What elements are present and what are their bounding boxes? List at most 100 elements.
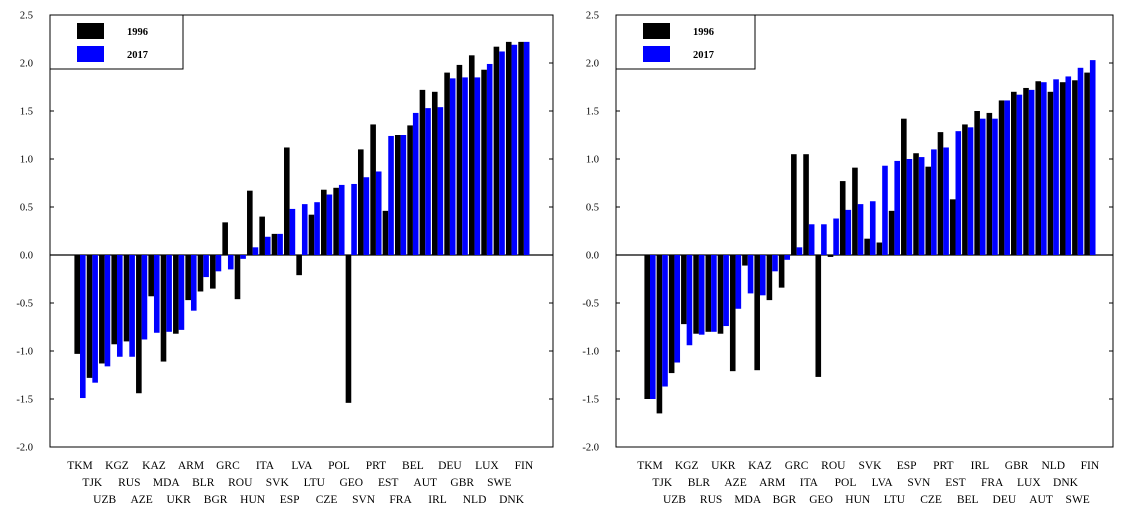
bar-2017-cze [326, 194, 333, 255]
y-tick-label: -2.0 [16, 443, 33, 454]
y-tick-label: 1.0 [20, 155, 33, 166]
x-tick-label: KGZ [105, 460, 129, 472]
legend-label-1996: 1996 [127, 27, 148, 38]
bar-2017-bel [967, 127, 974, 255]
x-tick-label: LTU [884, 494, 906, 506]
bar-2017-ukr [178, 255, 185, 330]
x-tick-label: BEL [402, 460, 424, 472]
bar-1996-est [382, 210, 389, 255]
y-tick-label: -0.5 [16, 299, 33, 310]
x-tick-label: RUS [700, 494, 722, 506]
bar-2017-svk [277, 233, 283, 255]
bar-1996-swe [1072, 80, 1078, 255]
x-tick-label: BEL [957, 494, 979, 506]
bar-2017-rou [833, 218, 839, 255]
x-tick-label: SVN [352, 494, 376, 506]
x-tick-label: ESP [280, 494, 300, 506]
y-tick-label: 2.5 [586, 11, 599, 22]
bar-2017-nld [474, 77, 481, 256]
x-tick-label: FIN [1081, 460, 1100, 472]
x-tick-label: GBR [1005, 460, 1029, 472]
x-tick-label: UKR [166, 494, 191, 506]
bar-2017-grc [796, 247, 803, 255]
bar-2017-svk [869, 201, 876, 255]
x-tick-label: RUS [118, 477, 140, 489]
bar-1996-fra [394, 135, 401, 255]
x-tick-label: AUT [413, 477, 437, 489]
x-tick-label: POL [328, 460, 350, 472]
bar-2017-fin [523, 41, 530, 255]
bar-1996-lux [481, 69, 487, 255]
bar-1996-mda [160, 255, 167, 362]
bar-1996-fin [1084, 72, 1090, 255]
bar-2017-nld [1053, 79, 1059, 255]
y-tick-label: 2.0 [586, 59, 599, 70]
x-tick-label: SVK [266, 477, 290, 489]
bar-2017-lux [1028, 89, 1035, 255]
y-tick-label: -1.5 [582, 395, 599, 406]
bar-2017-mda [747, 255, 754, 294]
x-tick-label: EST [945, 477, 965, 489]
legend-box [49, 14, 184, 70]
x-tick-label: UZB [663, 494, 686, 506]
x-tick-label: GEO [339, 477, 363, 489]
y-tick-label: 0.5 [586, 203, 599, 214]
bar-2017-fra [400, 135, 407, 255]
bar-2017-svn [363, 177, 370, 255]
bar-1996-esp [284, 147, 290, 255]
x-tick-label: ARM [759, 477, 785, 489]
bar-2017-rou [240, 255, 246, 259]
bar-2017-fin [1089, 60, 1096, 256]
x-tick-label: DNK [499, 494, 525, 506]
bar-2017-dnk [1065, 76, 1072, 255]
bar-1996-gbr [456, 64, 463, 255]
x-tick-label: CZE [316, 494, 338, 506]
y-tick-label: -1.0 [16, 347, 33, 358]
bar-2017-ltu [314, 202, 320, 255]
y-tick-label: 0.0 [586, 251, 599, 262]
bar-1996-arm [185, 255, 191, 301]
legend-label-2017: 2017 [693, 50, 714, 61]
bar-1996-ltu [308, 214, 315, 255]
bar-2017-cze [931, 149, 937, 255]
x-tick-label: FRA [981, 477, 1004, 489]
y-tick-label: -2.0 [582, 443, 599, 454]
bar-1996-bel [962, 124, 968, 255]
bar-1996-deu [444, 72, 450, 255]
bar-1996-rou [827, 255, 834, 257]
bar-2017-geo [821, 224, 827, 255]
x-tick-label: UZB [93, 494, 116, 506]
bar-1996-dnk [505, 41, 512, 255]
bar-1996-dnk [1059, 82, 1066, 255]
legend-swatch-2017 [643, 46, 670, 62]
bar-1996-aze [729, 255, 736, 372]
plot-frame [615, 14, 1114, 448]
bar-1996-tjk [86, 255, 93, 378]
bar-1996-cze [321, 189, 327, 255]
x-tick-label: TJK [82, 477, 103, 489]
x-tick-label: GEO [809, 494, 833, 506]
x-tick-label: IRL [428, 494, 447, 506]
bar-2017-ukr [723, 255, 729, 327]
bar-2017-gbr [462, 77, 468, 256]
x-tick-label: LVA [291, 460, 313, 472]
legend-box [615, 14, 756, 70]
bar-2017-swe [1077, 67, 1084, 255]
bar-2017-uzb [674, 255, 681, 363]
bar-2017-bel [412, 112, 419, 255]
x-tick-label: ROU [821, 460, 846, 472]
bar-1996-pol [839, 181, 846, 255]
bar-2017-kgz [116, 255, 123, 357]
bar-1996-lux [1023, 87, 1029, 256]
y-tick-label: 1.5 [20, 107, 33, 118]
bar-2017-pol [338, 184, 345, 255]
bar-2017-tkm [650, 255, 656, 399]
x-tick-label: AUT [1029, 494, 1053, 506]
legend-label-2017: 2017 [127, 50, 148, 61]
bar-1996-kaz [754, 255, 760, 371]
x-tick-label: MDA [153, 477, 181, 489]
bar-1996-tjk [656, 255, 663, 414]
y-tick-label: -0.5 [582, 299, 599, 310]
bar-1996-fra [986, 112, 993, 255]
